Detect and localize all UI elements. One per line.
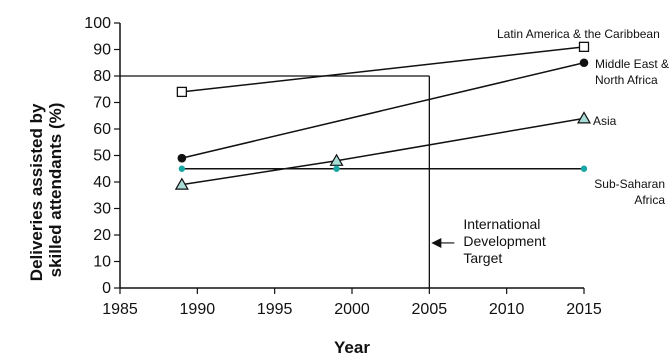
sub-saharan-africa-marker (178, 165, 186, 172)
sub-saharan-africa-label: Sub-Saharan Africa (594, 177, 665, 207)
target-label: International Development Target (463, 216, 546, 266)
x-tick-label: 2015 (566, 301, 602, 318)
target-label-line: International (463, 216, 540, 232)
y-tick-label: 30 (93, 201, 111, 218)
y-tick-label: 80 (93, 68, 111, 85)
y-axis-label-line-2: skilled attendants (%) (46, 103, 65, 278)
y-tick-label: 40 (93, 174, 111, 191)
latin-america-and-the-caribbean-line (181, 46, 585, 93)
asia-marker (174, 177, 189, 190)
sub-saharan-africa-label-line: Africa (634, 193, 665, 207)
target-label-line: Development (463, 233, 546, 249)
sub-saharan-africa-series (178, 165, 588, 172)
middle-east-and-north-africa-label-line: Middle East & (595, 57, 669, 71)
y-tick-label: 10 (93, 254, 111, 271)
latin-america-and-the-caribbean-series (176, 41, 590, 98)
middle-east-and-north-africa-label-line: North Africa (595, 73, 658, 87)
latin-america-and-the-caribbean-label-line: Latin America & the Caribbean (497, 27, 660, 41)
y-tick-label: 100 (84, 15, 111, 32)
y-tick-label: 20 (93, 227, 111, 244)
middle-east-and-north-africa-label: Middle East & North Africa (595, 57, 669, 87)
y-axis-label: Deliveries assisted by skilled attendant… (27, 99, 65, 281)
middle-east-and-north-africa-line (181, 62, 585, 159)
asia-line (181, 117, 585, 186)
international-development-target: International Development Target (120, 75, 546, 288)
sub-saharan-africa-marker (333, 165, 340, 172)
y-tick-label: 60 (93, 121, 111, 138)
latin-america-and-the-caribbean-label: Latin America & the Caribbean (497, 27, 660, 41)
y-axis-label-line-1: Deliveries assisted by (27, 103, 46, 281)
x-tick-label: 1985 (102, 301, 138, 318)
y-ticks: 0 10 20 30 40 50 60 70 80 90 100 (84, 15, 120, 297)
sub-saharan-africa-label-line: Sub-Saharan (594, 177, 665, 191)
x-tick-label: 2005 (412, 301, 448, 318)
x-tick-label: 2000 (334, 301, 370, 318)
asia-label: Asia (593, 114, 617, 128)
sub-saharan-africa-marker (580, 165, 588, 172)
latin-america-and-the-caribbean-marker (176, 86, 188, 98)
x-tick-label: 2010 (489, 301, 525, 318)
asia-label-line: Asia (593, 114, 617, 128)
middle-east-and-north-africa-marker (579, 58, 589, 68)
x-axis-label: Year (334, 338, 370, 357)
asia-marker (576, 111, 592, 124)
x-tick-label: 1995 (257, 301, 293, 318)
series-group: Latin America & the Caribbean Middle East… (174, 27, 669, 207)
target-arrow-head (431, 237, 442, 248)
x-tick-label: 1990 (180, 301, 216, 318)
y-tick-label: 70 (93, 95, 111, 112)
asia-marker (329, 153, 344, 166)
target-label-line: Target (463, 250, 502, 266)
y-tick-label: 0 (102, 280, 111, 297)
middle-east-and-north-africa-series (177, 58, 589, 163)
x-ticks: 1985 1990 1995 2000 2005 2010 2015 (102, 288, 602, 318)
middle-east-and-north-africa-marker (177, 153, 187, 163)
y-tick-label: 50 (93, 148, 111, 165)
y-tick-label: 90 (93, 42, 111, 59)
asia-series (174, 111, 592, 190)
latin-america-and-the-caribbean-marker (578, 41, 590, 52)
